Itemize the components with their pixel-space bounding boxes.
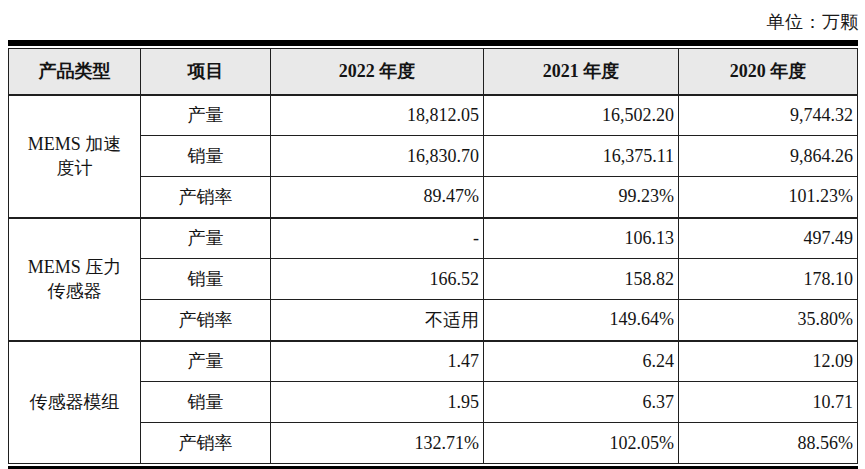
production-sales-table-frame: 产品类型 项目 2022 年度 2021 年度 2020 年度 MEMS 加速 … (8, 40, 858, 469)
item-cell: 产量 (141, 95, 271, 136)
value-2021: 16,502.20 (484, 95, 679, 136)
production-sales-table: 产品类型 项目 2022 年度 2021 年度 2020 年度 MEMS 加速 … (8, 48, 858, 464)
value-2022: 132.71% (271, 423, 484, 464)
item-cell: 产销率 (141, 300, 271, 341)
value-2020: 178.10 (679, 259, 858, 300)
value-2020: 9,864.26 (679, 136, 858, 177)
value-2021: 6.24 (484, 341, 679, 382)
value-2020: 9,744.32 (679, 95, 858, 136)
header-row: 产品类型 项目 2022 年度 2021 年度 2020 年度 (9, 49, 858, 95)
product-type-cell: 传感器模组 (9, 341, 141, 464)
product-type-cell: MEMS 加速 度计 (9, 95, 141, 218)
value-2022: 18,812.05 (271, 95, 484, 136)
column-header-year-2022: 2022 年度 (271, 49, 484, 95)
value-2021: 99.23% (484, 177, 679, 218)
value-2022: - (271, 218, 484, 259)
item-cell: 销量 (141, 259, 271, 300)
value-2022: 不适用 (271, 300, 484, 341)
table-row: 传感器模组 产量 1.47 6.24 12.09 (9, 341, 858, 382)
item-cell: 产量 (141, 218, 271, 259)
value-2022: 16,830.70 (271, 136, 484, 177)
value-2020: 101.23% (679, 177, 858, 218)
column-header-product-type: 产品类型 (9, 49, 141, 95)
value-2022: 89.47% (271, 177, 484, 218)
item-cell: 销量 (141, 136, 271, 177)
value-2021: 6.37 (484, 382, 679, 423)
value-2022: 1.47 (271, 341, 484, 382)
column-header-year-2021: 2021 年度 (484, 49, 679, 95)
column-header-item: 项目 (141, 49, 271, 95)
value-2021: 158.82 (484, 259, 679, 300)
value-2020: 88.56% (679, 423, 858, 464)
value-2021: 16,375.11 (484, 136, 679, 177)
product-type-cell: MEMS 压力 传感器 (9, 218, 141, 341)
table-row: MEMS 压力 传感器 产量 - 106.13 497.49 (9, 218, 858, 259)
value-2020: 12.09 (679, 341, 858, 382)
value-2021: 149.64% (484, 300, 679, 341)
value-2022: 1.95 (271, 382, 484, 423)
value-2020: 497.49 (679, 218, 858, 259)
table-row: MEMS 加速 度计 产量 18,812.05 16,502.20 9,744.… (9, 95, 858, 136)
value-2021: 106.13 (484, 218, 679, 259)
item-cell: 销量 (141, 382, 271, 423)
value-2021: 102.05% (484, 423, 679, 464)
value-2020: 35.80% (679, 300, 858, 341)
value-2020: 10.71 (679, 382, 858, 423)
column-header-year-2020: 2020 年度 (679, 49, 858, 95)
value-2022: 166.52 (271, 259, 484, 300)
document-page: 单位：万颗 产品类型 项目 2022 年度 2021 年度 2020 年度 (0, 0, 865, 469)
item-cell: 产销率 (141, 177, 271, 218)
item-cell: 产量 (141, 341, 271, 382)
item-cell: 产销率 (141, 423, 271, 464)
unit-label: 单位：万颗 (0, 0, 865, 40)
